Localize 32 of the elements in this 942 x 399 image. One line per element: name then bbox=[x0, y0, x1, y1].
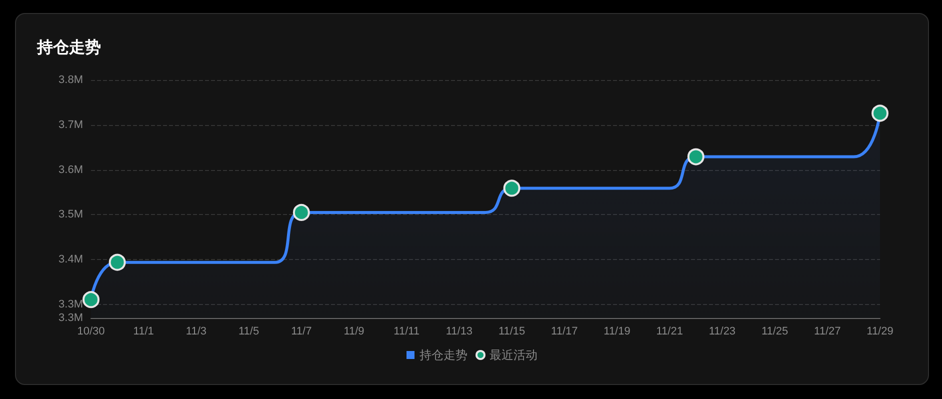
x-tick-label: 11/27 bbox=[814, 326, 841, 338]
point bbox=[872, 104, 888, 122]
x-tick-label: 11/19 bbox=[604, 326, 630, 338]
x-tick-label: 11/15 bbox=[498, 326, 526, 338]
point bbox=[292, 204, 310, 221]
x-tick-label: 11/9 bbox=[344, 326, 364, 338]
x-tick-label: 11/17 bbox=[551, 326, 578, 338]
x-tick-label: 11/1 bbox=[133, 326, 154, 338]
x-tick-label: 10/30 bbox=[77, 326, 105, 338]
chart-title: 持仓走势 bbox=[36, 38, 101, 56]
y-tick-label: 3.6M bbox=[58, 164, 83, 176]
y-tick-label: 3.4M bbox=[58, 254, 83, 266]
x-tick-label: 11/29 bbox=[866, 326, 894, 338]
x-tick-label: 11/11 bbox=[394, 326, 420, 338]
x-tick-label: 11/23 bbox=[708, 326, 736, 338]
legend-label: 持仓走势 bbox=[420, 348, 468, 362]
y-tick-label: 3.3M bbox=[58, 298, 83, 311]
x-tick-label: 11/25 bbox=[761, 326, 788, 338]
point bbox=[687, 148, 704, 166]
legend-label: 最近活动 bbox=[490, 348, 538, 362]
x-tick-label: 11/7 bbox=[291, 326, 312, 338]
y-tick-label: 3.5M bbox=[58, 208, 83, 221]
point bbox=[108, 254, 126, 271]
x-tick-label: 11/21 bbox=[656, 326, 683, 338]
x-tick-label: 11/5 bbox=[238, 326, 260, 338]
x-tick-label: 11/13 bbox=[446, 326, 473, 338]
y-tick-label: 3.7M bbox=[58, 118, 83, 131]
y-tick-label: 3.8M bbox=[58, 74, 83, 86]
point bbox=[82, 291, 100, 308]
x-tick-label: 11/3 bbox=[186, 326, 206, 338]
point bbox=[503, 180, 520, 197]
y-tick-label: 3.3M bbox=[58, 312, 83, 324]
